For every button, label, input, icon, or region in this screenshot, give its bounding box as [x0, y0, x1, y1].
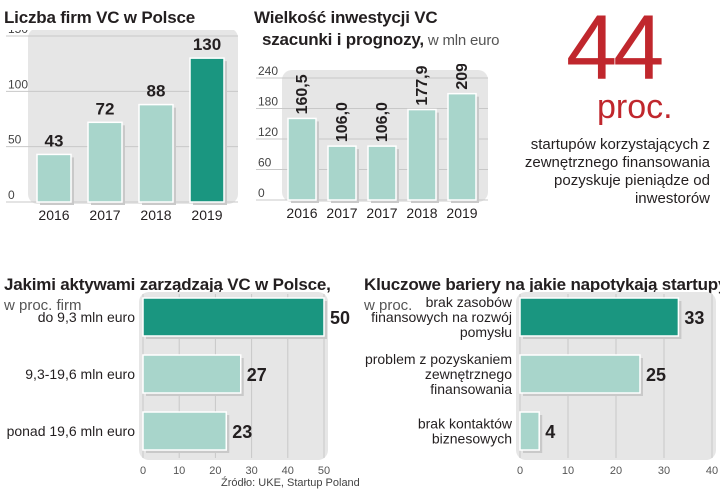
source-note: Źródło: UKE, Startup Poland	[221, 477, 360, 489]
bar	[87, 121, 123, 203]
x-tick-label: 10	[173, 465, 185, 475]
y-tick-label: 100	[8, 77, 28, 91]
bar	[447, 92, 477, 201]
stat-text: startupów korzystających z zewnętrznego …	[524, 136, 710, 207]
x-tick-label: 30	[658, 465, 670, 475]
bar	[189, 57, 225, 203]
data-label: 72	[96, 99, 115, 118]
data-label: 4	[545, 422, 555, 442]
x-tick-label: 0	[140, 465, 146, 475]
x-tick-label: 2016	[286, 205, 317, 221]
data-label: 106,0	[374, 102, 391, 142]
bar	[142, 297, 325, 337]
chart-investment: 0 60 120 180 240 160,5 2016 106,0 2017 106,0 2017 1…	[256, 64, 488, 221]
x-tick-label: 20	[610, 465, 622, 475]
bar	[327, 145, 357, 201]
chart-barriers-subtitle: w proc.	[364, 297, 413, 314]
data-label: 27	[247, 365, 267, 385]
chart-assets: 0 10 20 30 40 50 50 do 9,3 mln euro 27 9,3-19,6 m…	[7, 292, 350, 475]
y-tick-label: 0	[8, 188, 15, 202]
chart-investment-title-line2-text: szacunki i prognozy,	[262, 30, 424, 49]
y-tick-label: 50	[8, 133, 22, 147]
x-tick-label: 2017	[89, 207, 120, 223]
y-tick-label: do 9,3 mln euro	[38, 309, 135, 325]
data-label: 23	[232, 422, 252, 442]
stat-unit: proc.	[597, 88, 673, 126]
bar	[287, 117, 317, 201]
y-tick-label: brak zasobów	[426, 294, 513, 310]
data-label: 88	[147, 82, 166, 101]
data-label: 106,0	[334, 102, 351, 142]
y-tick-label: 120	[258, 125, 278, 139]
data-label: 209,2	[454, 64, 471, 90]
bar	[142, 354, 242, 394]
bar	[367, 145, 397, 201]
data-label: 130	[193, 35, 221, 54]
chart-barriers-title: Kluczowe bariery na jakie napotykają sta…	[364, 275, 720, 294]
x-tick-label: 2017	[326, 205, 357, 221]
x-tick-label: 50	[318, 465, 330, 475]
chart-firms-title: Liczba firm VC w Polsce	[4, 8, 195, 27]
y-tick-label: 60	[258, 156, 272, 170]
x-tick-label: 40	[282, 465, 294, 475]
x-tick-label: 30	[245, 465, 257, 475]
y-tick-label: finansowych na rozwój	[371, 309, 512, 325]
bar	[519, 411, 540, 451]
y-tick-label: 0	[258, 186, 265, 200]
chart-investment-title: Wielkość inwestycji VC	[254, 8, 438, 27]
bar	[142, 411, 228, 451]
x-tick-label: 2018	[140, 207, 171, 223]
y-tick-label: 180	[258, 95, 278, 109]
x-tick-label: 2016	[38, 207, 69, 223]
y-tick-label: ponad 19,6 mln euro	[7, 423, 136, 439]
chart-assets-title: Jakimi aktywami zarządzają VC w Polsce,	[4, 275, 331, 294]
x-tick-label: 2019	[446, 205, 477, 221]
data-label: 33	[684, 308, 704, 328]
y-tick-label: 240	[258, 64, 278, 78]
chart-investment-title-line2: szacunki i prognozy, w mln euro	[262, 30, 499, 50]
x-tick-label: 2018	[406, 205, 437, 221]
data-label: 160,5	[294, 74, 311, 114]
bar	[138, 103, 174, 203]
data-label: 43	[45, 131, 64, 150]
bar	[36, 153, 72, 203]
y-tick-label: 150	[8, 30, 28, 36]
y-tick-label: finansowania	[430, 381, 512, 397]
y-tick-label: problem z pozyskaniem	[365, 351, 512, 367]
bar	[519, 297, 680, 337]
y-tick-label: pomysłu	[460, 324, 512, 340]
x-tick-label: 10	[562, 465, 574, 475]
x-tick-label: 40	[706, 465, 718, 475]
stat-number: 44	[566, 0, 664, 99]
y-tick-label: biznesowych	[432, 431, 512, 447]
bar	[407, 108, 437, 201]
data-label: 177,9	[414, 65, 431, 105]
x-tick-label: 2017	[366, 205, 397, 221]
x-tick-label: 20	[209, 465, 221, 475]
y-tick-label: zewnętrznego	[425, 366, 512, 382]
chart-investment-unit: w mln euro	[423, 32, 500, 49]
data-label: 25	[646, 365, 666, 385]
data-label: 50	[330, 308, 350, 328]
y-tick-label: brak kontaktów	[418, 416, 513, 432]
plot-background	[28, 30, 238, 204]
chart-firms: 0 50 100 150 43 2016 72 2017 88 2018 130 2019	[6, 30, 238, 223]
y-tick-label: 9,3-19,6 mln euro	[25, 366, 135, 382]
bar	[519, 354, 641, 394]
x-tick-label: 2019	[191, 207, 222, 223]
x-tick-label: 0	[517, 465, 523, 475]
chart-assets-subtitle: w proc. firm	[4, 297, 82, 314]
